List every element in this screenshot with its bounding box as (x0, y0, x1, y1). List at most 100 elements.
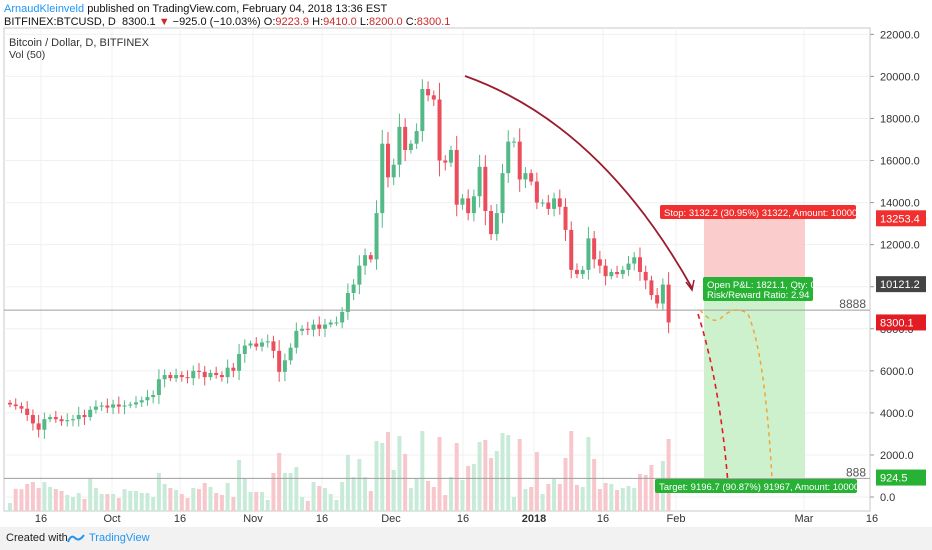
candle-body (574, 269, 579, 275)
candle-body (637, 257, 642, 272)
author-link[interactable]: ArnaudKleinveld (4, 3, 85, 15)
candle-body (259, 342, 264, 347)
candle-body (139, 400, 144, 403)
volume-bar (88, 478, 93, 511)
volume-bar (454, 443, 459, 511)
candle-body (632, 257, 637, 264)
y-tick-label: 12000.0 (880, 240, 920, 252)
volume-bar (305, 501, 310, 511)
y-tick-label: 4000.0 (880, 408, 914, 420)
candle-body (202, 371, 207, 378)
candle-body (36, 423, 41, 430)
candle-body (420, 89, 425, 132)
chart-header: ArnaudKleinveld published on TradingView… (0, 0, 932, 30)
volume-bar (70, 497, 75, 511)
candle-body (105, 405, 110, 408)
tradingview-link[interactable]: TradingView (89, 532, 150, 544)
volume-bar (557, 484, 562, 511)
badge-stop-bg (876, 210, 926, 227)
candle-body (196, 370, 201, 372)
candle-body (557, 198, 562, 207)
candle-body (643, 271, 648, 281)
volume-bar (620, 488, 625, 511)
candle-body (494, 213, 499, 235)
candle-body (231, 367, 236, 371)
volume-bar (288, 473, 293, 511)
candle-body (471, 196, 476, 214)
candle-body (655, 295, 660, 304)
candle-body (529, 173, 534, 182)
candle-body (489, 210, 494, 235)
pl-label: Risk/Reward Ratio: 2.94 (707, 290, 809, 301)
volume-bar (277, 453, 282, 511)
volume-bar (586, 437, 591, 511)
volume-bar (30, 482, 35, 511)
volume-bar (340, 482, 345, 511)
volume-bar (477, 442, 482, 511)
x-tick-label: 16 (35, 513, 47, 525)
close-label: C: (405, 16, 417, 28)
candle-body (368, 255, 373, 260)
candle-body (563, 206, 568, 230)
candle-body (426, 89, 431, 96)
volume-bar (259, 492, 264, 511)
trend-line (464, 75, 693, 289)
candle-body (237, 353, 242, 371)
candle-body (511, 141, 516, 143)
footer-bar: Created with TradingView (0, 527, 932, 550)
candle-body (162, 375, 167, 380)
volume-bar (105, 494, 110, 511)
open-label: O: (263, 16, 276, 28)
volume-bar (111, 494, 116, 511)
x-tick-label: 16 (316, 513, 328, 525)
volume-bar (242, 478, 247, 511)
volume-bar (191, 488, 196, 511)
volume-bar (448, 477, 453, 511)
candle-body (317, 324, 322, 329)
candle-body (305, 328, 310, 330)
badge-last: 8300.1 (880, 317, 914, 329)
candle-body (19, 406, 24, 409)
candle-body (357, 265, 362, 285)
badge-target-bg (876, 469, 926, 486)
y-tick-label: 20000.0 (880, 71, 920, 83)
volume-bar (637, 474, 642, 511)
candle-body (277, 350, 282, 372)
candle-body (620, 269, 625, 275)
x-tick-label: 16 (457, 513, 469, 525)
candle-body (517, 141, 522, 180)
volume-bar (76, 493, 81, 511)
candle-body (660, 284, 665, 304)
volume-bar (523, 489, 528, 511)
volume-bar (460, 480, 465, 511)
volume-bar (494, 451, 499, 511)
volume-bar (334, 500, 339, 511)
volume-bar (368, 491, 373, 511)
volume-bar (282, 473, 287, 511)
target-label-bg (655, 479, 857, 493)
volume-bar (666, 439, 671, 511)
x-tick-label: Mar (795, 513, 814, 525)
volume-bar (437, 437, 442, 511)
volume-bar (443, 495, 448, 511)
candle-body (477, 166, 482, 197)
volume-bar (592, 459, 597, 511)
high-label: H: (312, 16, 324, 28)
volume-bar (569, 431, 574, 511)
volume-bar (420, 431, 425, 511)
x-tick-label: 16 (597, 513, 609, 525)
volume-bar (202, 483, 207, 511)
candle-body (311, 324, 316, 330)
price-chart[interactable]: 0.02000.04000.06000.08000.010000.012000.… (0, 24, 932, 527)
pl-label: Open P&L: 1821.1, Qty: 0 (707, 280, 816, 291)
candle-body (116, 404, 121, 407)
y-tick-label: 18000.0 (880, 113, 920, 125)
candle-body (580, 269, 585, 275)
candle-body (391, 164, 396, 178)
volume-bar (534, 452, 539, 511)
target-zone (704, 284, 805, 478)
volume-bar (529, 487, 534, 511)
stop-zone (704, 218, 805, 285)
volume-bar (122, 489, 127, 511)
hline-lower-label: 888 (846, 465, 866, 479)
